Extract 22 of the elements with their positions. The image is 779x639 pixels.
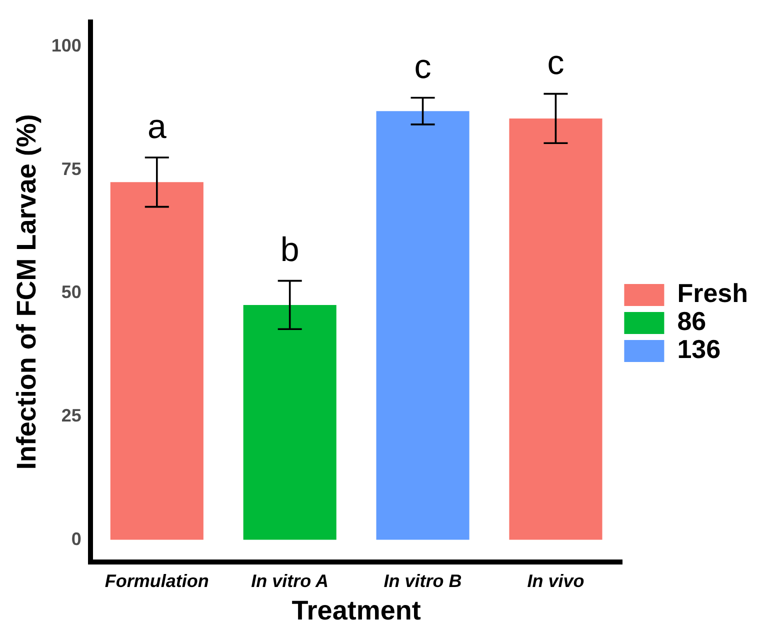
y-axis-title: Infection of FCM Larvae (%) xyxy=(12,114,42,470)
x-tick-label: In vitro A xyxy=(251,570,329,591)
bar xyxy=(110,182,204,540)
x-tick-label: In vivo xyxy=(527,570,584,591)
legend-label: 136 xyxy=(677,334,721,364)
x-axis-title: Treatment xyxy=(292,595,421,626)
annotation: c xyxy=(414,48,432,86)
y-tick-label: 100 xyxy=(51,35,82,56)
bar xyxy=(376,111,470,540)
x-tick-label: In vitro B xyxy=(384,570,462,591)
bar xyxy=(509,118,602,540)
annotation: c xyxy=(547,44,564,82)
bar xyxy=(243,304,336,540)
y-tick-label: 50 xyxy=(61,282,82,302)
y-tick-label: 75 xyxy=(61,158,82,179)
annotation: a xyxy=(147,108,166,146)
x-tick-label: Formulation xyxy=(104,570,209,591)
y-tick-label: 25 xyxy=(61,405,82,426)
legend-label: Fresh xyxy=(677,278,748,308)
y-tick-label: 0 xyxy=(71,528,82,549)
annotation: b xyxy=(280,231,300,270)
legend-label: 86 xyxy=(677,306,706,336)
